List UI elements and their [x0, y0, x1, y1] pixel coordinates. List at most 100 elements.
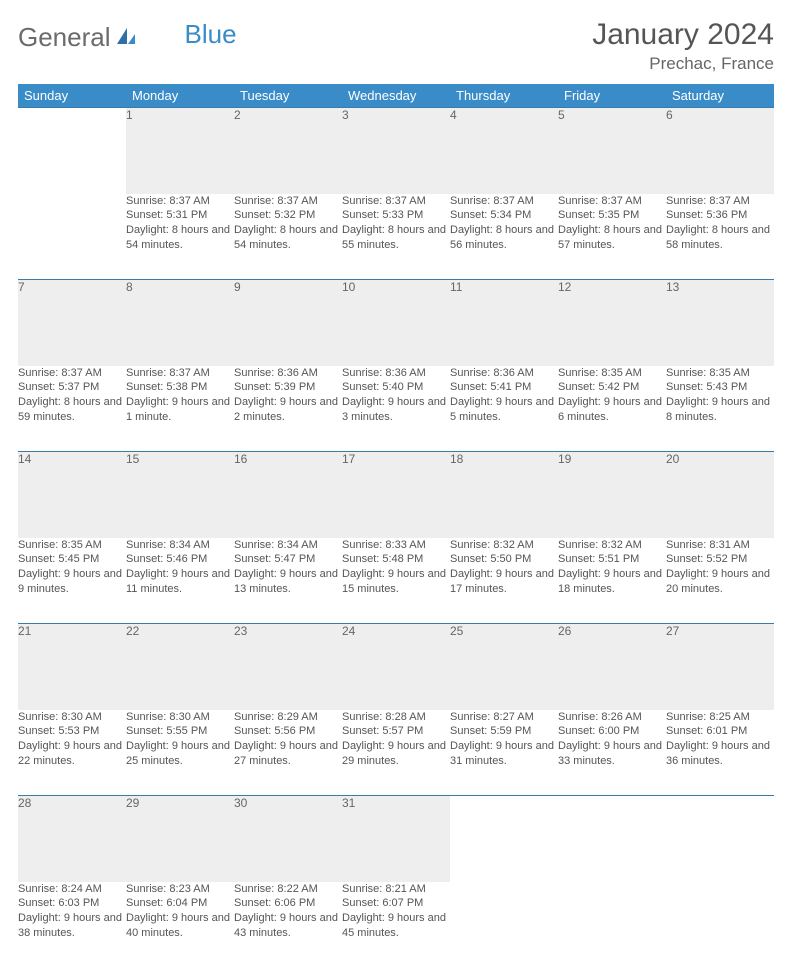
logo: General Blue	[18, 18, 237, 53]
day-number-cell: 28	[18, 796, 126, 882]
day-number-cell: 20	[666, 452, 774, 538]
day-number-cell: 9	[234, 280, 342, 366]
weekday-header: Saturday	[666, 84, 774, 108]
day-content-cell: Sunrise: 8:35 AMSunset: 5:45 PMDaylight:…	[18, 538, 126, 624]
daylight-line: Daylight: 9 hours and 1 minute.	[126, 395, 234, 425]
sunset-line: Sunset: 5:52 PM	[666, 552, 774, 567]
sunrise-line: Sunrise: 8:37 AM	[450, 194, 558, 209]
day-number-cell: 16	[234, 452, 342, 538]
day-content-cell: Sunrise: 8:34 AMSunset: 5:47 PMDaylight:…	[234, 538, 342, 624]
day-number-cell: 1	[126, 108, 234, 194]
sunrise-line: Sunrise: 8:35 AM	[18, 538, 126, 553]
sunrise-line: Sunrise: 8:30 AM	[18, 710, 126, 725]
sunset-line: Sunset: 5:37 PM	[18, 380, 126, 395]
day-number-cell: 4	[450, 108, 558, 194]
sunset-line: Sunset: 5:46 PM	[126, 552, 234, 567]
day-number-cell: 19	[558, 452, 666, 538]
day-number-cell: 6	[666, 108, 774, 194]
daylight-line: Daylight: 9 hours and 3 minutes.	[342, 395, 450, 425]
day-content-cell: Sunrise: 8:29 AMSunset: 5:56 PMDaylight:…	[234, 710, 342, 796]
sunrise-line: Sunrise: 8:36 AM	[450, 366, 558, 381]
daylight-line: Daylight: 9 hours and 25 minutes.	[126, 739, 234, 769]
day-number-cell: 5	[558, 108, 666, 194]
day-number-cell: 31	[342, 796, 450, 882]
daylight-line: Daylight: 9 hours and 40 minutes.	[126, 911, 234, 941]
weekday-header: Wednesday	[342, 84, 450, 108]
day-content-cell	[18, 194, 126, 280]
daylight-line: Daylight: 9 hours and 36 minutes.	[666, 739, 774, 769]
weekday-header: Thursday	[450, 84, 558, 108]
day-content-cell: Sunrise: 8:37 AMSunset: 5:32 PMDaylight:…	[234, 194, 342, 280]
sunset-line: Sunset: 5:55 PM	[126, 724, 234, 739]
sunrise-line: Sunrise: 8:30 AM	[126, 710, 234, 725]
daylight-line: Daylight: 8 hours and 57 minutes.	[558, 223, 666, 253]
sunset-line: Sunset: 6:04 PM	[126, 896, 234, 911]
day-content-row: Sunrise: 8:35 AMSunset: 5:45 PMDaylight:…	[18, 538, 774, 624]
sunrise-line: Sunrise: 8:32 AM	[450, 538, 558, 553]
day-number-cell: 8	[126, 280, 234, 366]
daylight-line: Daylight: 9 hours and 29 minutes.	[342, 739, 450, 769]
sunrise-line: Sunrise: 8:37 AM	[342, 194, 450, 209]
sunrise-line: Sunrise: 8:37 AM	[666, 194, 774, 209]
day-content-cell: Sunrise: 8:35 AMSunset: 5:43 PMDaylight:…	[666, 366, 774, 452]
sunrise-line: Sunrise: 8:23 AM	[126, 882, 234, 897]
sunset-line: Sunset: 5:45 PM	[18, 552, 126, 567]
day-content-cell: Sunrise: 8:37 AMSunset: 5:33 PMDaylight:…	[342, 194, 450, 280]
sunrise-line: Sunrise: 8:25 AM	[666, 710, 774, 725]
day-number-cell: 29	[126, 796, 234, 882]
calendar-table: Sunday Monday Tuesday Wednesday Thursday…	[18, 84, 774, 968]
daylight-line: Daylight: 8 hours and 55 minutes.	[342, 223, 450, 253]
sunset-line: Sunset: 5:51 PM	[558, 552, 666, 567]
daylight-line: Daylight: 9 hours and 6 minutes.	[558, 395, 666, 425]
sunset-line: Sunset: 5:34 PM	[450, 208, 558, 223]
daylight-line: Daylight: 9 hours and 20 minutes.	[666, 567, 774, 597]
sunrise-line: Sunrise: 8:21 AM	[342, 882, 450, 897]
daylight-line: Daylight: 9 hours and 22 minutes.	[18, 739, 126, 769]
day-number-cell	[450, 796, 558, 882]
day-content-cell: Sunrise: 8:21 AMSunset: 6:07 PMDaylight:…	[342, 882, 450, 968]
day-number-cell: 25	[450, 624, 558, 710]
day-content-cell: Sunrise: 8:32 AMSunset: 5:51 PMDaylight:…	[558, 538, 666, 624]
daylight-line: Daylight: 9 hours and 31 minutes.	[450, 739, 558, 769]
day-content-cell: Sunrise: 8:31 AMSunset: 5:52 PMDaylight:…	[666, 538, 774, 624]
day-number-cell: 13	[666, 280, 774, 366]
sunset-line: Sunset: 6:01 PM	[666, 724, 774, 739]
sail-icon	[115, 22, 137, 53]
day-number-row: 28293031	[18, 796, 774, 882]
sunrise-line: Sunrise: 8:37 AM	[126, 194, 234, 209]
daylight-line: Daylight: 9 hours and 43 minutes.	[234, 911, 342, 941]
sunrise-line: Sunrise: 8:37 AM	[558, 194, 666, 209]
sunrise-line: Sunrise: 8:26 AM	[558, 710, 666, 725]
day-number-cell: 10	[342, 280, 450, 366]
daylight-line: Daylight: 9 hours and 38 minutes.	[18, 911, 126, 941]
day-content-cell	[666, 882, 774, 968]
sunset-line: Sunset: 5:32 PM	[234, 208, 342, 223]
day-content-cell: Sunrise: 8:37 AMSunset: 5:36 PMDaylight:…	[666, 194, 774, 280]
sunset-line: Sunset: 6:07 PM	[342, 896, 450, 911]
day-number-cell: 23	[234, 624, 342, 710]
daylight-line: Daylight: 9 hours and 11 minutes.	[126, 567, 234, 597]
day-content-cell: Sunrise: 8:36 AMSunset: 5:39 PMDaylight:…	[234, 366, 342, 452]
day-number-row: 21222324252627	[18, 624, 774, 710]
sunset-line: Sunset: 5:35 PM	[558, 208, 666, 223]
daylight-line: Daylight: 9 hours and 45 minutes.	[342, 911, 450, 941]
logo-word-blue: Blue	[185, 19, 237, 50]
daylight-line: Daylight: 9 hours and 5 minutes.	[450, 395, 558, 425]
location-label: Prechac, France	[592, 54, 774, 74]
weekday-header: Friday	[558, 84, 666, 108]
sunset-line: Sunset: 6:06 PM	[234, 896, 342, 911]
day-number-cell: 15	[126, 452, 234, 538]
day-content-cell: Sunrise: 8:23 AMSunset: 6:04 PMDaylight:…	[126, 882, 234, 968]
daylight-line: Daylight: 9 hours and 18 minutes.	[558, 567, 666, 597]
sunrise-line: Sunrise: 8:24 AM	[18, 882, 126, 897]
daylight-line: Daylight: 9 hours and 2 minutes.	[234, 395, 342, 425]
day-number-cell	[18, 108, 126, 194]
day-number-cell	[666, 796, 774, 882]
day-number-cell: 21	[18, 624, 126, 710]
day-content-cell: Sunrise: 8:30 AMSunset: 5:53 PMDaylight:…	[18, 710, 126, 796]
month-title: January 2024	[592, 18, 774, 52]
day-content-cell: Sunrise: 8:36 AMSunset: 5:40 PMDaylight:…	[342, 366, 450, 452]
sunset-line: Sunset: 5:38 PM	[126, 380, 234, 395]
daylight-line: Daylight: 8 hours and 59 minutes.	[18, 395, 126, 425]
sunset-line: Sunset: 5:31 PM	[126, 208, 234, 223]
